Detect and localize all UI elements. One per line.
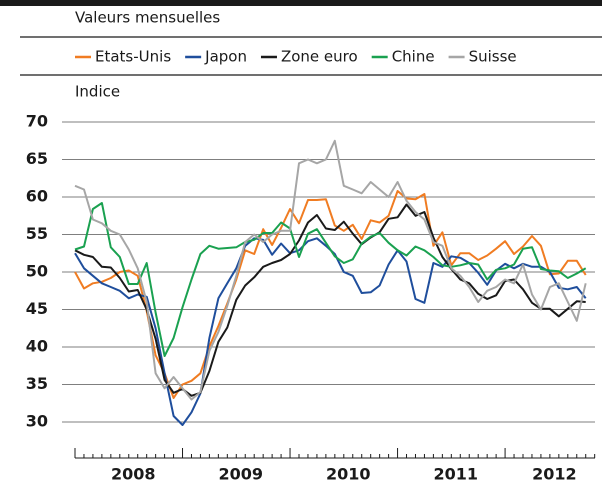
y-tick-label: 35 xyxy=(26,374,48,393)
top-bar xyxy=(0,0,602,6)
legend-label: Japon xyxy=(204,48,247,66)
series-line xyxy=(74,203,586,397)
legend-label: Zone euro xyxy=(281,48,358,66)
subtitle: Valeurs mensuelles xyxy=(75,9,220,27)
x-tick-label: 2010 xyxy=(326,465,371,484)
legend-label: Suisse xyxy=(469,48,517,66)
series-line xyxy=(74,190,587,399)
y-tick-label: 40 xyxy=(26,337,48,356)
y-tick-label: 50 xyxy=(26,262,48,281)
y-tick-label: 60 xyxy=(26,187,48,206)
y-axis-label: Indice xyxy=(75,83,120,101)
legend-label: Chine xyxy=(392,48,435,66)
x-tick-label: 2012 xyxy=(532,465,577,484)
y-tick-label: 65 xyxy=(26,149,48,168)
y-tick-label: 45 xyxy=(26,299,48,318)
x-tick-label: 2008 xyxy=(111,465,156,484)
y-tick-label: 70 xyxy=(26,112,48,131)
series-line xyxy=(74,139,587,401)
x-tick-label: 2009 xyxy=(218,465,263,484)
legend-label: Etats-Unis xyxy=(95,48,171,66)
series-line xyxy=(74,202,587,357)
y-tick-label: 55 xyxy=(26,224,48,243)
y-tick-label: 30 xyxy=(26,412,48,431)
x-tick-label: 2011 xyxy=(434,465,479,484)
